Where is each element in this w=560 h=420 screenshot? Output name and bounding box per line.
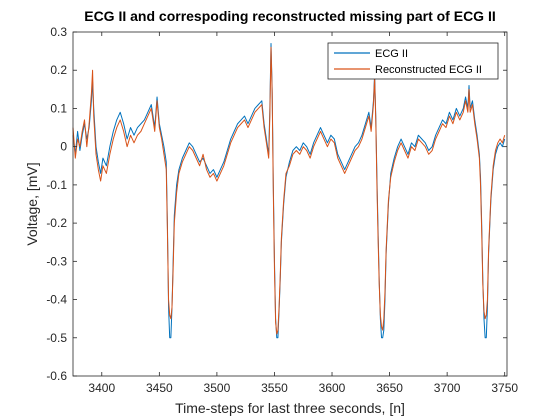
y-tick-label: -0.3	[46, 254, 67, 268]
y-tick-label: -0.2	[46, 216, 67, 230]
y-tick-label: 0.2	[50, 63, 67, 77]
legend-label-ecg-ii: ECG II	[375, 48, 408, 60]
x-axis-label: Time-steps for last three seconds, [n]	[175, 400, 405, 416]
y-tick-label: 0.3	[50, 25, 67, 39]
x-tick-label: 3550	[261, 381, 288, 395]
y-tick-label: 0.1	[50, 101, 67, 115]
legend-label-reconstructed-ecg-ii: Reconstructed ECG II	[375, 64, 482, 76]
y-tick-label: -0.1	[46, 178, 67, 192]
y-tick-label: 0	[60, 140, 67, 154]
series-layer	[72, 42, 506, 339]
legend: ECG II Reconstructed ECG II	[327, 42, 499, 80]
x-tick-label: 3400	[88, 381, 115, 395]
chart-title: ECG II and correspoding reconstructed mi…	[84, 8, 496, 24]
x-tick-label: 3500	[204, 381, 231, 395]
y-axis-label: Voltage, [mV]	[24, 162, 40, 245]
axes-frame	[72, 31, 508, 377]
y-tick-label: -0.6	[46, 369, 67, 383]
plot-area	[73, 32, 507, 376]
x-tick-label: 3700	[434, 381, 461, 395]
series-line-1	[72, 46, 506, 335]
y-tick-label: -0.5	[46, 331, 67, 345]
legend-box	[327, 42, 499, 80]
y-tick-label: -0.4	[46, 293, 67, 307]
x-tick-label: 3600	[319, 381, 346, 395]
x-tick-label: 3750	[491, 381, 518, 395]
x-tick-label: 3450	[146, 381, 173, 395]
x-tick-label: 3650	[376, 381, 403, 395]
axes-layer: 3400 3450 3500 3550 3600 3650 3700 3750 -0.6 -0.5…	[46, 25, 518, 395]
